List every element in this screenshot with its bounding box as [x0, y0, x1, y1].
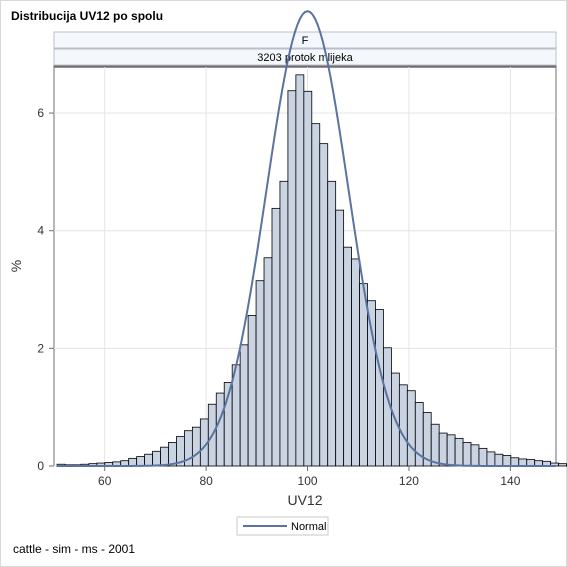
histogram-bar	[454, 437, 464, 467]
histogram-bar	[319, 143, 329, 467]
histogram-bar	[271, 207, 281, 467]
histogram-bar	[494, 453, 504, 467]
chart-title: Distribucija UV12 po spolu	[11, 9, 164, 23]
histogram-bars	[56, 74, 567, 467]
legend-normal-label: Normal	[291, 521, 326, 533]
histogram-bar	[351, 258, 360, 467]
histogram-bar	[398, 384, 408, 467]
histogram-bar	[359, 283, 368, 467]
histogram-bar	[136, 456, 146, 467]
y-tick-label: 2	[37, 341, 44, 355]
x-axis-label: UV12	[287, 492, 322, 508]
footnote: cattle - sim - ms - 2001	[13, 542, 136, 556]
histogram-bar	[375, 309, 384, 467]
y-tick-label: 6	[37, 106, 44, 120]
histogram-bar	[215, 392, 225, 467]
y-axis-label: %	[8, 260, 24, 272]
histogram-bar	[406, 390, 416, 467]
histogram-bar	[446, 434, 456, 467]
histogram-bar	[287, 90, 297, 467]
x-tick-label: 140	[500, 474, 520, 488]
panel-header-1: F	[302, 35, 309, 47]
histogram-bar	[247, 315, 257, 467]
x-tick-label: 120	[399, 474, 419, 488]
x-tick-label: 60	[98, 474, 112, 488]
panel-header-2: 3203 protok mlijeka	[257, 52, 353, 64]
x-tick-label: 80	[199, 474, 213, 488]
histogram-bar	[478, 447, 488, 467]
histogram-bar	[430, 423, 440, 467]
histogram-bar	[335, 209, 345, 467]
histogram-bar	[279, 180, 289, 467]
panel-header-1-box	[53, 31, 557, 49]
histogram-bar	[486, 451, 496, 467]
y-tick-label: 4	[37, 224, 44, 238]
x-tick-label: 100	[298, 474, 318, 488]
histogram-bar	[255, 280, 265, 467]
histogram-bar	[263, 257, 273, 467]
histogram-bar	[144, 453, 153, 467]
histogram-bar	[438, 432, 448, 467]
y-axis-ticks: 0 2 4 6	[37, 106, 54, 473]
histogram-bar	[303, 90, 313, 467]
histogram-bar	[160, 446, 169, 467]
histogram-bar	[510, 457, 520, 467]
histogram-bar	[343, 246, 352, 467]
histogram-bar	[152, 450, 161, 467]
panel-header-2-box	[53, 48, 557, 66]
histogram-bar	[191, 426, 201, 467]
histogram-bar	[327, 180, 337, 467]
histogram-bar	[502, 455, 512, 467]
histogram-bar	[470, 444, 480, 467]
x-axis-ticks: 60 80 100 120 140	[98, 466, 521, 488]
histogram-bar	[462, 442, 472, 467]
histogram-bar	[518, 458, 528, 467]
histogram-bar	[239, 344, 249, 467]
histogram-bar	[295, 74, 305, 467]
normal-curve	[56, 10, 556, 467]
histogram-bar	[558, 463, 567, 467]
histogram-bar	[311, 123, 321, 467]
histogram-bar	[128, 457, 138, 467]
y-tick-label: 0	[37, 459, 44, 473]
